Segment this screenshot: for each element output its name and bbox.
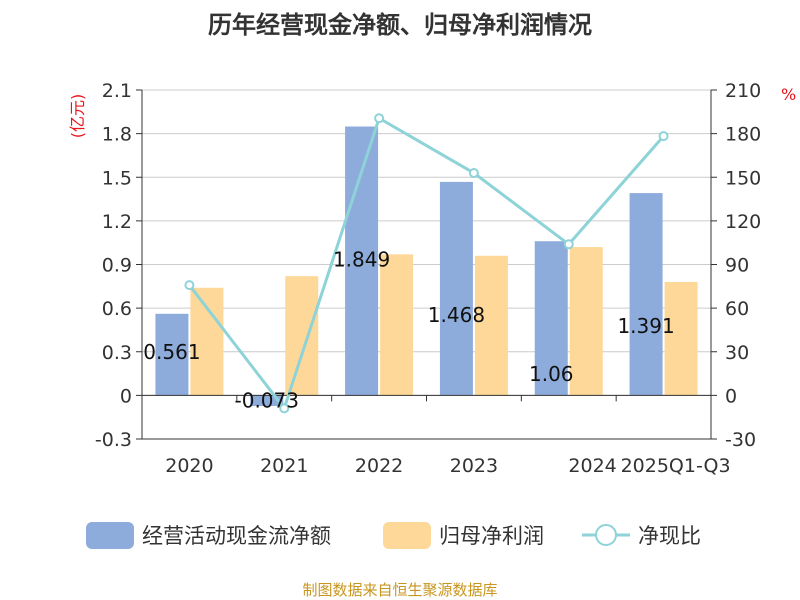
right-axis-tick-label: 180 bbox=[725, 124, 761, 146]
category-label: 2023 bbox=[450, 455, 498, 477]
bars-group bbox=[155, 126, 698, 406]
right-axis-tick-label: -30 bbox=[725, 429, 756, 451]
cash-flow-value-label: 1.391 bbox=[617, 314, 674, 338]
left-axis-tick-label: 2.1 bbox=[102, 80, 132, 102]
right-axis-tick-label: 60 bbox=[725, 298, 749, 320]
left-axis-tick-label: 0.9 bbox=[102, 255, 132, 277]
net-profit-bar bbox=[285, 276, 319, 396]
right-axis-unit: % bbox=[781, 85, 796, 104]
cash-flow-value-label: 0.561 bbox=[143, 340, 200, 364]
left-axis-tick-label: -0.3 bbox=[95, 429, 132, 451]
axes-group: 2.1 1.8 1.5 1.2 0.9 0.6 0.3 0 -0.3 210 180 150 120 90… bbox=[95, 80, 761, 477]
category-label: 2025Q1-Q3 bbox=[621, 455, 731, 477]
legend-swatch bbox=[383, 522, 431, 549]
gridlines bbox=[142, 89, 711, 440]
legend: 经营活动现金流净额 归母净利润 净现比 bbox=[86, 522, 701, 549]
net-cash-ratio-point bbox=[563, 239, 574, 250]
right-axis-tick-label: 30 bbox=[725, 342, 749, 364]
left-axis-tick-label: 1.2 bbox=[102, 211, 132, 233]
category-label: 2021 bbox=[260, 455, 308, 477]
left-axis-tick-label: 0.6 bbox=[102, 298, 132, 320]
cash-flow-bar bbox=[250, 395, 284, 406]
legend-label: 净现比 bbox=[638, 524, 701, 548]
cash-flow-bar bbox=[534, 241, 568, 396]
net-profit-bar bbox=[664, 281, 698, 396]
net-cash-ratio-line bbox=[188, 115, 665, 412]
cash-flow-value-label: -0.073 bbox=[235, 388, 299, 412]
category-label: 2022 bbox=[355, 455, 403, 477]
right-axis-tick-label: 90 bbox=[725, 255, 749, 277]
left-axis-tick-label: 0 bbox=[120, 385, 132, 407]
net-cash-ratio-point bbox=[468, 168, 479, 179]
left-axis-tick-label: 1.5 bbox=[102, 167, 132, 189]
legend-swatch bbox=[86, 522, 134, 549]
net-profit-bar bbox=[380, 254, 414, 396]
data-labels-group: 0.561 -0.073 1.849 1.468 1.06 1.391 bbox=[143, 247, 674, 412]
cash-flow-bar bbox=[155, 313, 189, 396]
legend-label: 经营活动现金流净额 bbox=[142, 524, 331, 548]
net-cash-ratio-point bbox=[658, 131, 669, 142]
cash-flow-value-label: 1.06 bbox=[529, 362, 574, 386]
right-axis-tick-label: 210 bbox=[725, 80, 761, 102]
cash-flow-bar bbox=[439, 181, 473, 396]
net-cash-ratio-point bbox=[374, 113, 385, 124]
left-axis-tick-label: 1.8 bbox=[102, 124, 132, 146]
net-profit-bar bbox=[569, 247, 603, 396]
legend-marker bbox=[595, 524, 617, 546]
cash-flow-value-label: 1.468 bbox=[428, 303, 485, 327]
line-series-group bbox=[184, 113, 669, 414]
category-label: 2020 bbox=[165, 455, 213, 477]
left-axis-unit: (亿元) bbox=[68, 94, 87, 139]
net-profit-bar bbox=[474, 255, 508, 396]
right-axis-tick-label: 150 bbox=[725, 167, 761, 189]
data-source-note: 制图数据来自恒生聚源数据库 bbox=[302, 581, 497, 599]
net-cash-ratio-point bbox=[184, 280, 195, 291]
cash-flow-bar bbox=[629, 193, 663, 396]
right-axis-tick-label: 0 bbox=[725, 385, 737, 407]
right-axis-tick-label: 120 bbox=[725, 211, 761, 233]
legend-label: 归母净利润 bbox=[439, 524, 544, 548]
category-label: 2024 bbox=[568, 455, 616, 477]
cash-flow-value-label: 1.849 bbox=[333, 247, 390, 271]
net-cash-ratio-point bbox=[279, 403, 290, 414]
left-axis-tick-label: 0.3 bbox=[102, 342, 132, 364]
chart-title: 历年经营现金净额、归母净利润情况 bbox=[208, 11, 592, 39]
